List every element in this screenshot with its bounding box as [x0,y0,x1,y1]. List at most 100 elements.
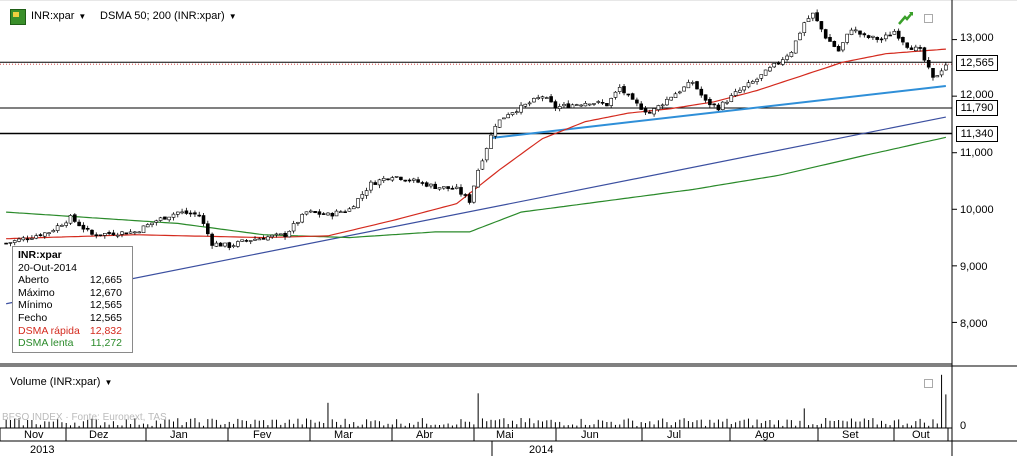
candle-body [759,74,764,79]
candle-body [407,179,412,182]
candle-body [437,187,442,190]
candle-body [77,221,81,227]
candle-body [793,40,798,54]
candle-body [600,102,605,104]
y-tick-label: 10,000 [960,204,994,216]
y-tick-label: 12,000 [960,89,994,101]
candle-body [909,47,914,50]
candle-body [364,190,369,196]
candle-body [626,93,631,96]
candle-body [441,186,446,189]
candle-body [386,178,390,181]
candle-body [780,59,785,65]
candle-body [399,176,403,181]
candle-body [690,82,695,84]
candle-body [90,229,94,235]
candle-body [583,103,588,107]
candle-body [905,42,910,48]
candle-body [343,211,347,213]
candle-body [763,69,768,76]
x-month-label: Set [842,429,859,441]
x-month-label: Mar [334,429,353,441]
candle-body [502,117,506,120]
candle-body [158,217,163,221]
candle-body [210,233,214,246]
candle-body [55,225,60,231]
candle-body [871,35,875,38]
candle-body [802,22,807,34]
candle-body [677,91,682,94]
trend-arrow-icon[interactable] [897,10,915,26]
candle-body [570,104,575,109]
horizontal-levels [0,61,952,135]
candle-body [720,101,725,110]
panel-restore-icon[interactable] [924,14,933,23]
candle-body [150,222,154,226]
candle-body [103,233,107,236]
candle-body [845,33,850,43]
volume-watermark: BFSO INDEX · Fonte: Euronext, TAS [2,412,167,423]
candle-body [592,103,596,105]
y-tick-label: 11,000 [960,147,993,159]
candle-body [274,233,279,236]
candle-body [901,36,905,43]
candle-body [549,96,553,103]
candle-body [30,238,34,240]
candle-body [81,224,86,230]
volume-panel-restore-icon[interactable] [924,379,933,388]
candle-body [308,210,313,213]
level-price-tag: 11,790 [956,100,998,116]
symbol-selector[interactable]: INR:xpar ▼ [31,10,86,22]
volume-label: Volume (INR:xpar) [10,376,101,388]
candle-body [609,98,614,106]
candle-body [660,104,665,107]
candle-body [665,99,669,106]
candle-body [369,181,373,191]
dropdown-arrow-icon: ▼ [228,12,237,21]
indicator-selector[interactable]: DSMA 50; 200 (INR:xpar) ▼ [100,10,237,22]
candle-body [497,119,502,128]
candle-body [467,194,472,203]
candle-body [510,112,515,115]
candle-body [553,101,558,109]
candle-body [300,214,305,223]
candle-body [253,238,257,241]
x-month-label: Nov [24,429,44,441]
candle-body [85,228,90,230]
data-tooltip-box: INR:xpar 20-Out-2014 Aberto 12,665 Máximo… [12,246,133,353]
candle-body [806,18,811,23]
candle-body [416,179,420,183]
symbol-label: INR:xpar [31,10,75,22]
y-tick-label: 9,000 [960,261,988,273]
candle-body [566,103,571,108]
candle-body [746,82,751,88]
candle-body [145,224,150,228]
candle-body [939,70,944,76]
candle-body [892,30,897,35]
candle-body [459,187,463,195]
candle-body [450,187,455,190]
candle-body [716,104,721,111]
candle-body [931,68,935,78]
candle-body [193,212,197,215]
candle-body [51,230,56,233]
candle-body [266,236,270,241]
candle-body [42,232,47,237]
candle-body [789,51,794,57]
candle-body [206,223,210,235]
candle-body [836,45,841,52]
candle-body [377,179,382,186]
candle-body [888,34,892,37]
candle-body [472,185,476,203]
candle-body [652,108,656,115]
candle-body [171,213,176,218]
x-month-label: Jul [667,429,682,441]
candle-body [180,211,184,214]
candle-body [326,212,330,216]
candle-body [686,82,691,89]
candle-body [454,186,459,189]
candle-body [523,103,528,107]
volume-selector[interactable]: Volume (INR:xpar) ▼ [10,376,112,388]
candle-body [489,134,493,149]
candlesticks [4,9,948,251]
